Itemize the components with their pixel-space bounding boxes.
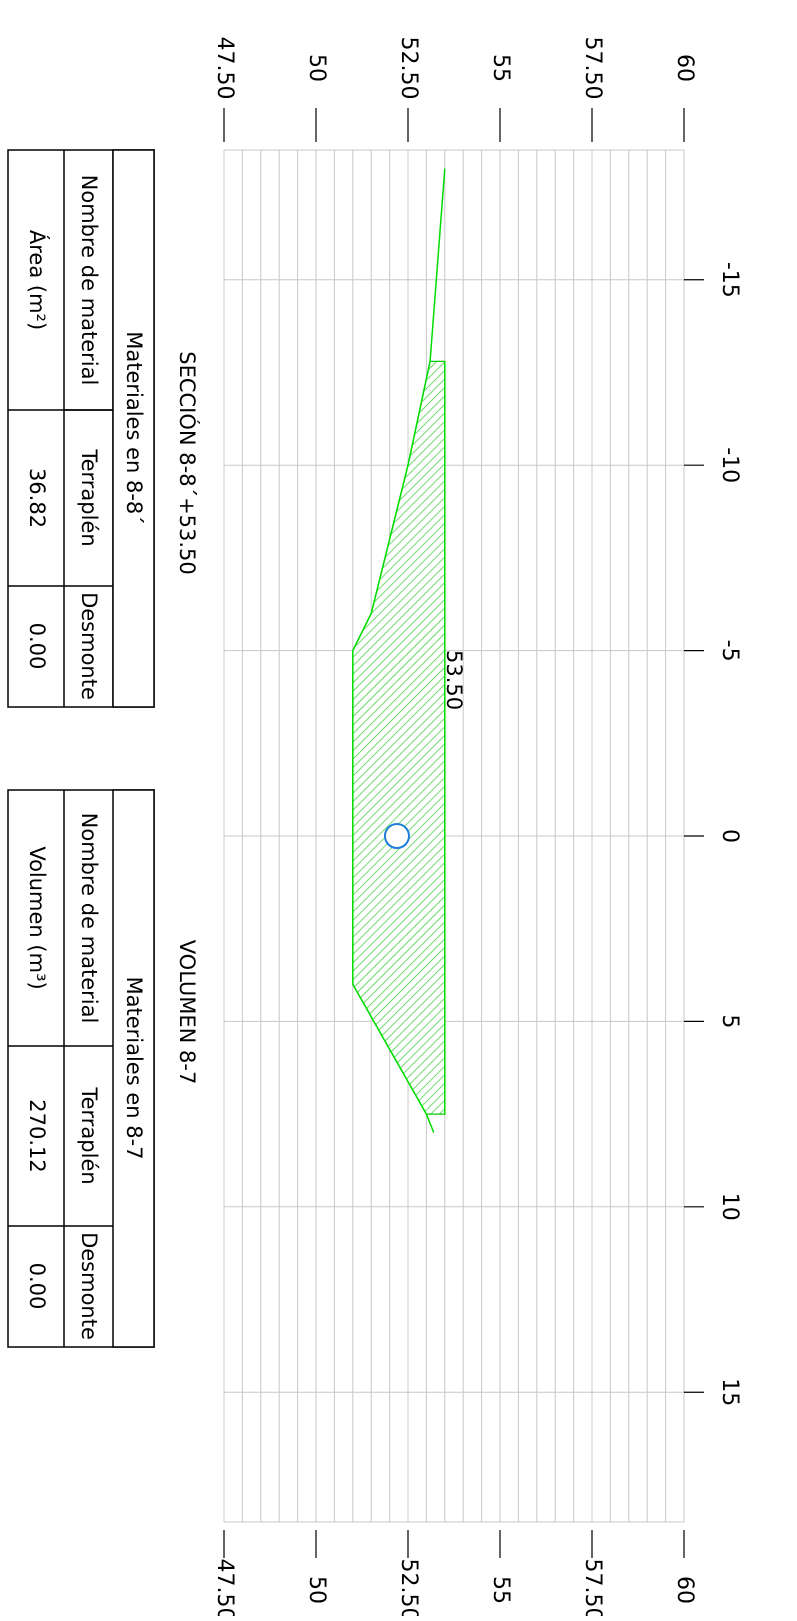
area-mat2-name-group: Desmonte (77, 592, 101, 700)
volume-title-group: VOLUMEN 8-7 (175, 940, 199, 1085)
volume-title: VOLUMEN 8-7 (175, 940, 199, 1085)
volume-name-label: Nombre de material (77, 813, 101, 1024)
x-tick-label: 15 (717, 1378, 742, 1406)
volume-mat2-value: 0.00 (25, 1263, 49, 1310)
x-tick-label-group: 15 (717, 1378, 742, 1406)
x-tick-label-group: -15 (717, 262, 742, 298)
volume-mat1-name-group: Terraplén (77, 1086, 101, 1184)
y-tick-label-bottom: 50 (304, 1576, 329, 1604)
area-name-label-group: Nombre de material (77, 175, 101, 386)
volume-table-header: Materiales en 8-7 (122, 976, 146, 1159)
y-tick-label-bottom-group: 52.50 (396, 1559, 421, 1616)
y-tick-label-top-group: 55 (488, 54, 513, 82)
section-title: SECCIÓN 8-8´+53.50 (175, 351, 200, 575)
x-tick-label: -5 (717, 640, 742, 662)
y-tick-label-top-group: 57.50 (580, 37, 605, 100)
y-tick-label-top-group: 60 (672, 54, 697, 82)
y-tick-label-top: 57.50 (580, 37, 605, 100)
volume-mat2-name-group: Desmonte (77, 1232, 101, 1340)
area-value-label: Área (m²) (25, 230, 50, 330)
volume-mat1-value-group: 270.12 (25, 1099, 49, 1172)
area-table: Materiales en 8-8´ Nombre de material Ár… (8, 150, 154, 707)
area-table-header: Materiales en 8-8´ (122, 331, 146, 525)
y-tick-label-top: 60 (672, 54, 697, 82)
centerline-label-group: 53.50 (442, 650, 466, 710)
x-tick-label-group: -5 (717, 640, 742, 662)
area-name-label: Nombre de material (77, 175, 101, 386)
x-tick-label-group: 10 (717, 1193, 742, 1221)
area-table-header-group: Materiales en 8-8´ (122, 331, 146, 525)
y-tick-label-top-group: 50 (304, 54, 329, 82)
y-tick-label-bottom: 52.50 (396, 1559, 421, 1616)
volume-mat1-name: Terraplén (77, 1086, 101, 1184)
area-mat1-name-group: Terraplén (77, 448, 101, 546)
area-mat2-value-group: 0.00 (25, 623, 49, 670)
y-tick-label-top: 55 (488, 54, 513, 82)
x-tick-label: -15 (717, 262, 742, 298)
x-tick-label-group: -10 (717, 447, 742, 483)
area-mat2-value: 0.00 (25, 623, 49, 670)
area-mat2-name: Desmonte (77, 592, 101, 700)
volume-table-header-group: Materiales en 8-7 (122, 976, 146, 1159)
volume-table: Materiales en 8-7 Nombre de material Vol… (8, 790, 154, 1347)
y-tick-label-bottom-group: 60 (672, 1576, 697, 1604)
volume-value-label-group: Volumen (m³) (25, 846, 49, 989)
x-tick-label: -10 (717, 447, 742, 483)
area-mat1-value: 36.82 (25, 468, 49, 528)
y-tick-label-top: 52.50 (396, 37, 421, 100)
y-tick-label-bottom: 57.50 (580, 1559, 605, 1616)
area-mat1-value-group: 36.82 (25, 468, 49, 528)
x-tick-label-group: 0 (717, 829, 742, 843)
y-tick-label-bottom-group: 57.50 (580, 1559, 605, 1616)
area-value-label-group: Área (m²) (25, 230, 50, 330)
volume-value-label: Volumen (m³) (25, 846, 49, 989)
section-title-group: SECCIÓN 8-8´+53.50 (175, 351, 200, 575)
volume-mat2-value-group: 0.00 (25, 1263, 49, 1310)
y-tick-label-bottom: 60 (672, 1576, 697, 1604)
x-tick-label: 0 (717, 829, 742, 843)
volume-mat1-value: 270.12 (25, 1099, 49, 1172)
y-tick-label-top: 50 (304, 54, 329, 82)
x-tick-label: 5 (717, 1014, 742, 1028)
terraplen-fill-area (353, 361, 445, 1114)
y-tick-label-top-group: 47.50 (212, 37, 237, 100)
tick-labels: -15 -10 -5 0 5 10 15 47.50 47.50 50 50 52.50 52.50 55… (212, 37, 742, 1616)
y-tick-label-top: 47.50 (212, 37, 237, 100)
y-tick-label-top-group: 52.50 (396, 37, 421, 100)
centerline-label: 53.50 (442, 650, 466, 710)
y-tick-label-bottom-group: 55 (488, 1576, 513, 1604)
x-tick-label: 10 (717, 1193, 742, 1221)
area-mat1-name: Terraplén (77, 448, 101, 546)
y-tick-label-bottom: 47.50 (212, 1559, 237, 1616)
y-tick-label-bottom-group: 47.50 (212, 1559, 237, 1616)
fill-area-group (353, 361, 445, 1114)
centerline-marker (385, 824, 409, 848)
x-tick-label-group: 5 (717, 1014, 742, 1028)
volume-name-label-group: Nombre de material (77, 813, 101, 1024)
volume-mat2-name: Desmonte (77, 1232, 101, 1340)
chart-grid (224, 150, 684, 1522)
y-tick-label-bottom-group: 50 (304, 1576, 329, 1604)
y-tick-label-bottom: 55 (488, 1576, 513, 1604)
